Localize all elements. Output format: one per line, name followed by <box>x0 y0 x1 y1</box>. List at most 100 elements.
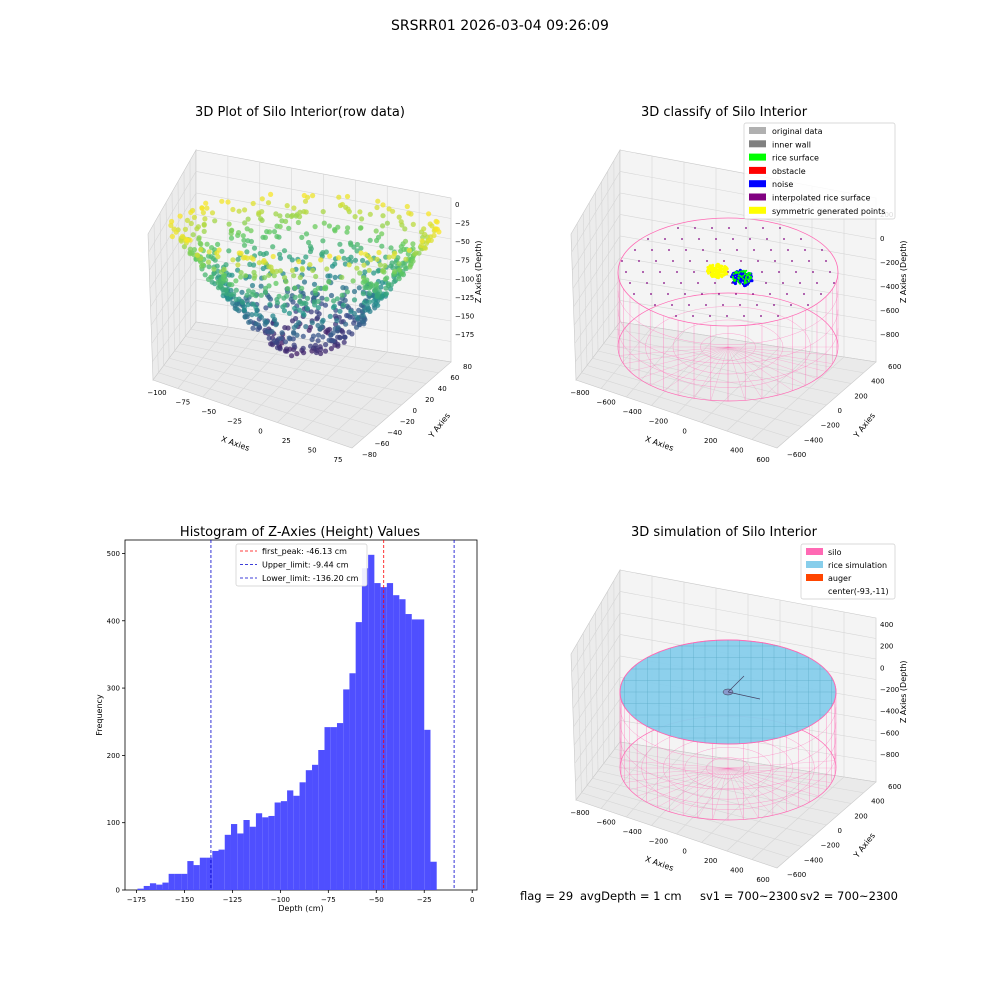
raw-data-point <box>228 292 234 298</box>
raw-data-point <box>286 310 292 316</box>
classify-plot-x-tick-label: −200 <box>649 418 668 426</box>
histogram-bar <box>168 873 175 890</box>
interpolated-rice-point <box>791 260 793 262</box>
raw-data-point <box>286 254 293 260</box>
raw-data-point <box>400 260 406 266</box>
histogram-bar <box>193 865 200 890</box>
raw-data-point <box>334 296 340 302</box>
interpolated-rice-point <box>829 271 831 273</box>
interpolated-rice-point <box>825 260 827 262</box>
classify-plot-gridline-z <box>574 278 877 344</box>
symmetric-generated-point <box>710 275 714 278</box>
histogram-x-tick-label: −100 <box>271 896 290 904</box>
raw-data-point <box>278 335 284 341</box>
symmetric-generated-point <box>710 264 714 268</box>
raw-data-point <box>388 245 394 251</box>
raw-plot-y-tick-label: −60 <box>375 440 390 448</box>
raw-data-point <box>395 255 401 261</box>
interpolated-rice-point <box>692 315 694 317</box>
interpolated-rice-point <box>702 249 704 251</box>
histogram-bar <box>199 857 207 890</box>
simulation-plot-x-tick-label: −200 <box>649 838 668 846</box>
histogram-bar <box>424 729 431 890</box>
interpolated-rice-point <box>697 282 699 284</box>
simulation-plot-y-tick-label: −400 <box>804 856 823 864</box>
histogram-bar <box>299 782 306 890</box>
interpolated-rice-point <box>757 260 759 262</box>
classify-silo-floor-spoke <box>727 346 827 372</box>
histogram-bar <box>318 750 325 890</box>
classify-silo-wall-ring <box>617 309 839 364</box>
raw-data-point <box>375 302 381 308</box>
raw-plot-y-tick-label: −80 <box>362 451 377 459</box>
raw-data-point <box>361 299 367 306</box>
simulation-silo-floor-spoke <box>629 767 729 790</box>
interpolated-rice-point <box>766 238 768 240</box>
simulation-plot-y-tick-label: −200 <box>821 842 840 850</box>
raw-data-point <box>277 255 283 261</box>
raw-data-point <box>337 241 343 247</box>
classify-plot-y-tick-label: −200 <box>821 422 840 430</box>
interpolated-rice-point <box>749 238 751 240</box>
raw-data-point <box>256 260 262 266</box>
raw-data-point <box>303 209 309 215</box>
interpolated-rice-point <box>753 249 755 251</box>
interpolated-rice-point <box>778 271 780 273</box>
interpolated-rice-point <box>739 304 741 306</box>
classify-silo-floor-spoke <box>623 346 729 364</box>
raw-data-point <box>320 334 326 340</box>
raw-data-point <box>327 326 333 332</box>
raw-data-point <box>348 308 354 315</box>
raw-data-point <box>198 241 204 247</box>
raw-data-point <box>267 301 273 308</box>
histogram-bar <box>430 861 437 890</box>
raw-data-point <box>362 284 368 290</box>
raw-data-point <box>304 306 310 312</box>
raw-plot-floor-pane <box>152 321 452 449</box>
rice-surface-point <box>734 271 737 273</box>
raw-data-point <box>261 258 267 264</box>
raw-data-point <box>345 256 351 263</box>
simulation-silo-floor-spoke <box>646 767 729 803</box>
raw-data-point <box>281 308 287 314</box>
symmetric-generated-point <box>715 270 719 274</box>
raw-data-point <box>296 320 302 326</box>
raw-plot-gridline-y <box>183 170 186 337</box>
raw-plot-z-tick-label: −100 <box>455 275 474 283</box>
raw-data-point <box>375 268 381 274</box>
raw-data-point <box>343 321 349 327</box>
raw-data-point <box>265 200 272 206</box>
classify-plot-xlabel: X Axies <box>644 434 675 453</box>
rice-surface-point <box>740 270 743 273</box>
raw-data-point <box>258 292 264 298</box>
raw-data-point <box>354 265 360 271</box>
raw-data-point <box>300 259 306 265</box>
raw-data-point <box>182 226 188 232</box>
histogram-bar <box>349 673 356 890</box>
raw-plot-gridline-z <box>152 300 452 362</box>
raw-data-point <box>373 228 379 234</box>
histogram-bar <box>174 873 182 890</box>
simulation-plot-gridline-x <box>626 582 685 818</box>
classify-plot-z-tick-label: −200 <box>880 259 899 267</box>
simulation-silo-floor-spoke <box>727 767 835 776</box>
raw-data-point <box>358 245 364 251</box>
classify-plot-x-tick-label: 0 <box>682 427 686 435</box>
classify-plot-points <box>621 227 835 317</box>
interpolated-rice-point <box>774 260 776 262</box>
raw-data-point <box>285 286 291 292</box>
raw-data-point <box>367 211 373 217</box>
interpolated-rice-point <box>769 293 771 295</box>
classify-legend-swatch <box>749 166 766 174</box>
classify-plot-gridline-y <box>607 170 610 337</box>
raw-data-point <box>283 346 290 352</box>
raw-data-point <box>201 228 207 234</box>
raw-data-point <box>402 264 408 270</box>
raw-data-point <box>374 237 380 244</box>
raw-data-point <box>339 292 345 298</box>
raw-data-point <box>300 333 306 339</box>
raw-data-point <box>315 285 321 291</box>
histogram-y-tick-label: 100 <box>107 819 120 827</box>
interpolated-rice-point <box>790 304 792 306</box>
classify-legend-swatch <box>749 127 766 134</box>
